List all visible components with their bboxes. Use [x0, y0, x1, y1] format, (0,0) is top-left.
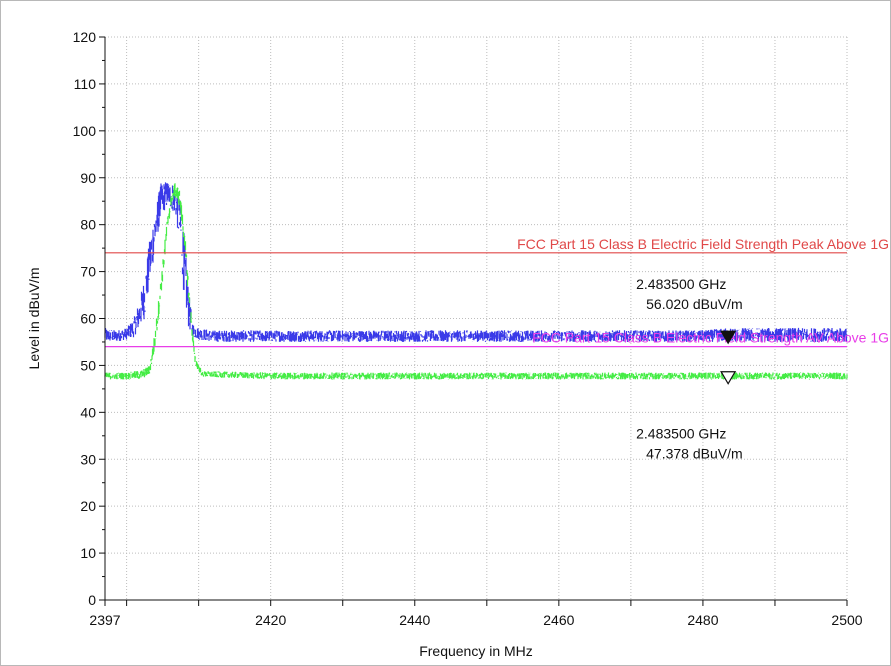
- y-tick-label: 120: [73, 29, 97, 45]
- x-tick-label: 2397: [89, 612, 120, 628]
- x-axis-title: Frequency in MHz: [419, 643, 533, 659]
- y-tick-label: 90: [80, 170, 96, 186]
- y-tick-label: 70: [80, 264, 96, 280]
- marker-2-triangle-icon: [720, 371, 737, 385]
- x-tick-label: 2480: [687, 612, 718, 628]
- marker-2-level: 47.378 dBuV/m: [646, 446, 743, 462]
- x-tick-label: 2460: [543, 612, 574, 628]
- y-tick-label: 100: [73, 123, 97, 139]
- y-axis-title: Level in dBuV/m: [26, 268, 42, 370]
- x-tick-label: 2420: [255, 612, 286, 628]
- marker-1-frequency: 2.483500 GHz: [636, 276, 726, 292]
- y-tick-label: 110: [74, 76, 97, 92]
- limit-line-label-1: FCC Part 15 Class B Electric Field Stren…: [517, 236, 889, 252]
- y-tick-label: 80: [80, 217, 96, 233]
- grid: [104, 36, 848, 601]
- marker-1-triangle-icon: [720, 330, 737, 345]
- y-tick-label: 60: [80, 311, 96, 327]
- limit-lines: FCC Part 15 Class B Electric Field Stren…: [105, 236, 889, 348]
- y-tick-label: 50: [80, 357, 96, 373]
- y-tick-label: 40: [80, 404, 96, 420]
- marker-2: 2.483500 GHz 47.378 dBuV/m: [636, 371, 743, 462]
- y-tick-label: 30: [80, 451, 96, 467]
- markers: 2.483500 GHz 56.020 dBuV/m 2.483500 GHz 47.…: [636, 276, 743, 462]
- x-tick-label: 2500: [831, 612, 862, 628]
- x-tick-label: 2440: [399, 612, 430, 628]
- marker-2-frequency: 2.483500 GHz: [636, 426, 726, 442]
- y-tick-label: 10: [80, 545, 96, 561]
- marker-1-level: 56.020 dBuV/m: [646, 296, 743, 312]
- marker-1: 2.483500 GHz 56.020 dBuV/m: [636, 276, 743, 345]
- y-tick-label: 20: [80, 498, 96, 514]
- limit-line-label-2: FCC Part 15 Class B Electric Field Stren…: [532, 330, 889, 346]
- axes: 0 10 20 30 40 50 60 70 80 90 100 110 120 2397 2420 2440…: [73, 29, 863, 628]
- y-tick-label: 0: [88, 592, 96, 608]
